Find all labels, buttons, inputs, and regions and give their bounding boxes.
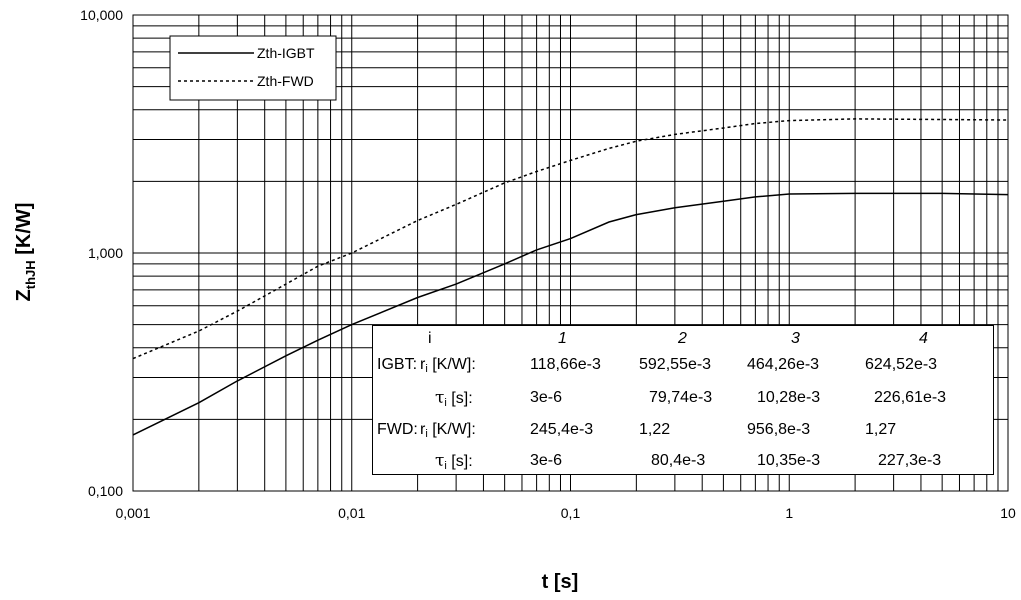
x-tick-label: 10 [1000,505,1016,521]
x-tick-label: 1 [785,505,793,521]
row-prefix: FWD: [377,421,418,438]
param-subscript: i [425,428,428,440]
series-line-zth-fwd [132,118,1009,360]
param-symbol: τ [435,451,445,471]
y-axis-title-unit: [K/W] [13,203,35,261]
param-subscript: i [425,363,428,375]
y-axis-title-main: Z [13,289,35,301]
row-param-label: ri [K/W]: [420,421,476,443]
x-axis-title: t [s] [542,571,579,593]
row-param-label: ri [K/W]: [420,356,476,378]
table-cell: 592,55e-3 [639,356,712,373]
table-header-col-2: 2 [678,330,687,347]
table-header-col-1: 1 [558,330,567,347]
param-unit: [K/W]: [427,421,476,438]
parameter-table: i 1 2 3 4 IGBT: ri [K/W]: 118,66e-3 592,… [372,325,994,475]
table-cell: 80,4e-3 [651,452,706,469]
param-subscript: i [444,397,447,409]
legend-label-igbt: Zth-IGBT [257,45,315,61]
x-tick-label: 0,1 [561,505,581,521]
y-tick-label: 10,000 [80,7,123,23]
table-cell: 10,28e-3 [757,389,821,406]
param-subscript: i [444,460,447,472]
table-cell: 624,52e-3 [865,356,938,373]
table-cell: 79,74e-3 [649,389,713,406]
legend-box [169,35,337,101]
row-prefix: IGBT: [377,356,418,373]
series-line-zth-igbt [132,192,1009,436]
param-unit: [K/W]: [427,356,476,373]
y-tick-label: 1,000 [88,245,123,261]
table-cell: 226,61e-3 [874,389,947,406]
param-symbol: r [420,421,426,438]
y-axis-title: ZthJH [K/W] [13,203,38,302]
table-cell: 956,8e-3 [747,421,811,438]
table-cell: 464,26e-3 [747,356,820,373]
legend-label-fwd: Zth-FWD [257,73,314,89]
param-symbol: r [420,356,426,373]
table-header-index: i [428,330,432,347]
table-cell: 118,66e-3 [530,356,601,373]
y-axis-title-subscript: thJH [23,260,38,289]
table-cell: 245,4e-3 [530,421,594,438]
table-cell: 10,35e-3 [757,452,821,469]
table-header-col-4: 4 [919,330,928,347]
param-unit: [s]: [446,390,473,407]
param-unit: [s]: [446,453,473,470]
table-cell: 3e-6 [530,389,563,406]
table-cell: 227,3e-3 [878,452,942,469]
series-lines [132,118,1009,436]
tick-labels: 0,001 0,01 0,1 1 10 0,100 1,000 10,000 [80,7,1016,521]
row-param-label: τi [s]: [435,389,473,412]
param-symbol: τ [435,388,445,408]
x-tick-label: 0,001 [115,505,150,521]
x-tick-label: 0,01 [338,505,365,521]
table-cell: 1,22 [639,421,671,438]
row-param-label: τi [s]: [435,452,473,475]
table-cell: 1,27 [865,421,897,438]
table-header-col-3: 3 [791,330,800,347]
y-tick-label: 0,100 [88,483,123,499]
legend: Zth-IGBT Zth-FWD [169,35,337,101]
table-cell: 3e-6 [530,452,563,469]
plot-area-frame [132,14,1009,492]
